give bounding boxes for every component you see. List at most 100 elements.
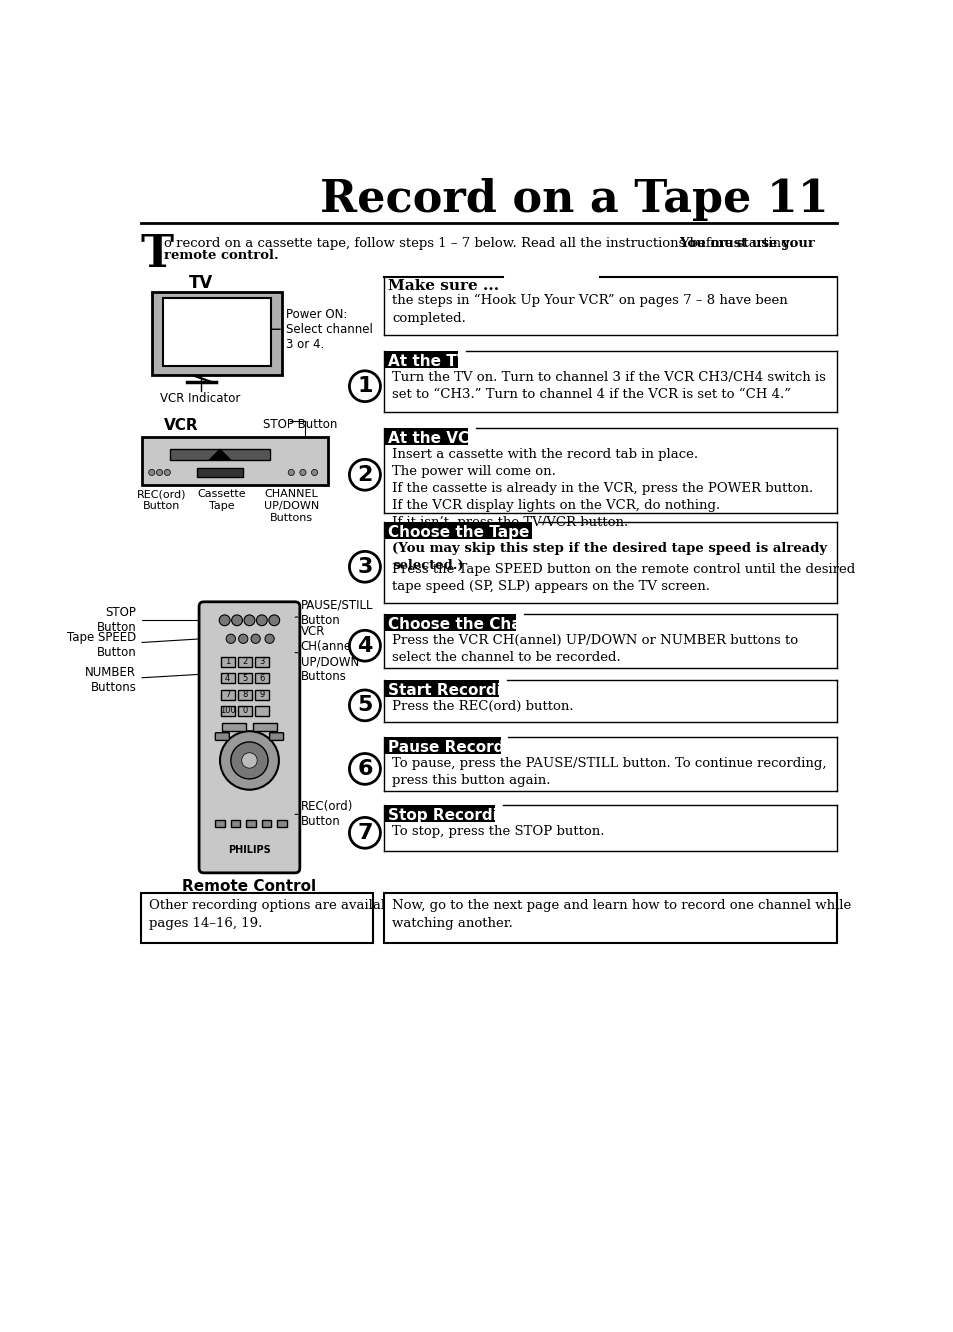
Text: NUMBER
Buttons: NUMBER Buttons: [85, 666, 199, 694]
Circle shape: [241, 753, 257, 769]
Polygon shape: [209, 449, 231, 460]
Text: STOP Button: STOP Button: [262, 418, 336, 430]
FancyBboxPatch shape: [152, 292, 282, 376]
Circle shape: [349, 551, 380, 582]
Text: 0: 0: [242, 706, 247, 715]
Text: 7: 7: [225, 690, 231, 699]
FancyBboxPatch shape: [277, 819, 286, 827]
Text: Make sure ...: Make sure ...: [388, 280, 498, 293]
FancyBboxPatch shape: [254, 706, 269, 715]
Text: the steps in “Hook Up Your VCR” on pages 7 – 8 have been
completed.: the steps in “Hook Up Your VCR” on pages…: [392, 294, 787, 325]
Circle shape: [220, 731, 278, 790]
Text: o record on a cassette tape, follow steps 1 – 7 below. Read all the instructions: o record on a cassette tape, follow step…: [164, 237, 798, 250]
Text: 8: 8: [242, 690, 247, 699]
Circle shape: [349, 690, 380, 721]
Text: Start Recording: Start Recording: [388, 683, 523, 698]
Text: Press the VCR CH(annel) UP/DOWN or NUMBER buttons to
select the channel to be re: Press the VCR CH(annel) UP/DOWN or NUMBE…: [392, 634, 798, 665]
Text: Stop Recording: Stop Recording: [388, 809, 519, 823]
Text: You must use your: You must use your: [679, 237, 814, 250]
Text: PAUSE/STILL
Button: PAUSE/STILL Button: [294, 598, 373, 626]
FancyBboxPatch shape: [222, 723, 245, 731]
FancyBboxPatch shape: [384, 805, 495, 822]
FancyBboxPatch shape: [246, 819, 255, 827]
Circle shape: [349, 818, 380, 848]
Text: Press the REC(ord) button.: Press the REC(ord) button.: [392, 699, 573, 713]
FancyBboxPatch shape: [384, 738, 500, 754]
Circle shape: [265, 634, 274, 643]
Text: Remote Control: Remote Control: [182, 879, 316, 894]
Text: REC(ord)
Button: REC(ord) Button: [137, 489, 187, 511]
Text: 5: 5: [242, 674, 247, 682]
Text: Turn the TV on. Turn to channel 3 if the VCR CH3/CH4 switch is
set to “CH3.” Tur: Turn the TV on. Turn to channel 3 if the…: [392, 370, 825, 401]
Text: VCR: VCR: [164, 418, 198, 433]
FancyBboxPatch shape: [237, 706, 252, 715]
FancyBboxPatch shape: [196, 468, 243, 477]
Text: 2: 2: [242, 658, 247, 666]
FancyBboxPatch shape: [220, 657, 234, 667]
Text: Tape SPEED
Button: Tape SPEED Button: [67, 631, 199, 659]
Text: Insert a cassette with the record tab in place.
The power will come on.
If the c: Insert a cassette with the record tab in…: [392, 448, 813, 529]
Text: 2: 2: [356, 465, 373, 485]
Circle shape: [299, 469, 306, 476]
FancyBboxPatch shape: [261, 819, 271, 827]
Circle shape: [232, 615, 242, 626]
FancyBboxPatch shape: [253, 723, 276, 731]
Text: (You may skip this step if the desired tape speed is already
selected.): (You may skip this step if the desired t…: [392, 542, 826, 571]
Text: 6: 6: [259, 674, 264, 682]
Circle shape: [251, 634, 260, 643]
Text: 100: 100: [219, 706, 235, 715]
Circle shape: [311, 469, 317, 476]
Circle shape: [164, 469, 171, 476]
Circle shape: [231, 742, 268, 779]
FancyBboxPatch shape: [384, 350, 457, 368]
Text: Cassette
Tape: Cassette Tape: [197, 489, 246, 511]
FancyBboxPatch shape: [384, 679, 498, 697]
FancyBboxPatch shape: [142, 437, 328, 485]
Text: T: T: [141, 233, 173, 276]
Text: CHANNEL
UP/DOWN
Buttons: CHANNEL UP/DOWN Buttons: [263, 489, 318, 522]
Text: TV: TV: [189, 274, 213, 292]
FancyBboxPatch shape: [215, 819, 224, 827]
Text: Other recording options are available on
pages 14–16, 19.: Other recording options are available on…: [149, 899, 421, 930]
Circle shape: [226, 634, 235, 643]
Circle shape: [149, 469, 154, 476]
FancyBboxPatch shape: [237, 674, 252, 683]
FancyBboxPatch shape: [384, 428, 468, 445]
Circle shape: [269, 615, 279, 626]
FancyBboxPatch shape: [237, 657, 252, 667]
Text: 3: 3: [259, 658, 264, 666]
Text: 1: 1: [356, 376, 373, 396]
FancyBboxPatch shape: [220, 674, 234, 683]
Text: 4: 4: [356, 635, 373, 655]
FancyBboxPatch shape: [199, 602, 299, 872]
Text: remote control.: remote control.: [164, 249, 278, 262]
FancyBboxPatch shape: [254, 657, 269, 667]
Circle shape: [349, 460, 380, 490]
Text: PHILIPS: PHILIPS: [228, 844, 271, 855]
Text: Record on a Tape 11: Record on a Tape 11: [319, 178, 827, 221]
Circle shape: [288, 469, 294, 476]
Text: Press the Tape SPEED button on the remote control until the desired
tape speed (: Press the Tape SPEED button on the remot…: [392, 563, 855, 593]
Text: REC(ord)
Button: REC(ord) Button: [294, 801, 353, 829]
FancyBboxPatch shape: [254, 690, 269, 699]
Text: Power ON:
Select channel
3 or 4.: Power ON: Select channel 3 or 4.: [248, 308, 373, 350]
Circle shape: [349, 370, 380, 402]
FancyBboxPatch shape: [215, 733, 229, 741]
Circle shape: [349, 754, 380, 785]
FancyBboxPatch shape: [231, 819, 240, 827]
Text: 7: 7: [356, 823, 373, 843]
Text: STOP
Button: STOP Button: [96, 606, 199, 634]
FancyBboxPatch shape: [384, 522, 531, 538]
FancyBboxPatch shape: [162, 298, 271, 366]
Text: 1: 1: [225, 658, 230, 666]
Circle shape: [349, 630, 380, 661]
Text: To stop, press the STOP button.: To stop, press the STOP button.: [392, 825, 604, 838]
Circle shape: [256, 615, 267, 626]
Text: Now, go to the next page and learn how to record one channel while
watching anot: Now, go to the next page and learn how t…: [392, 899, 850, 930]
Circle shape: [219, 615, 230, 626]
Text: VCR Indicator: VCR Indicator: [160, 393, 240, 405]
Text: 9: 9: [259, 690, 264, 699]
Text: 4: 4: [225, 674, 230, 682]
FancyBboxPatch shape: [254, 674, 269, 683]
Text: Pause Recording: Pause Recording: [388, 741, 531, 755]
